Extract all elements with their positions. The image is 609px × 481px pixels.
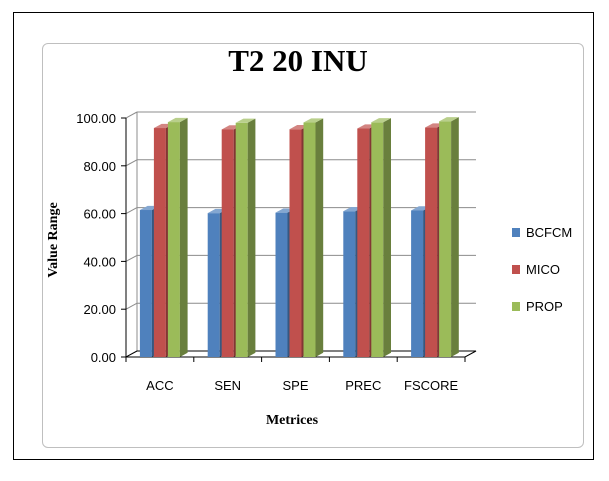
legend-swatch: [512, 228, 520, 237]
legend-swatch: [512, 302, 520, 311]
y-axis-label: Value Range: [46, 202, 61, 277]
bar-front: [411, 210, 424, 357]
bar-top: [303, 118, 324, 123]
bar-front: [357, 128, 370, 357]
bar-front: [343, 211, 356, 357]
bar: [439, 117, 459, 358]
chart-frame: [13, 12, 594, 460]
legend: BCFCM MICO PROP: [512, 225, 572, 314]
bar-top: [371, 118, 391, 123]
bar-side: [383, 118, 391, 358]
bar-top: [439, 117, 459, 122]
bar-front: [275, 212, 288, 357]
bar-side: [451, 117, 459, 358]
bar-front: [207, 213, 220, 357]
bar-side: [315, 118, 324, 357]
y-tick-label: 80.00: [83, 159, 116, 174]
chart-title: T2 20 INU: [228, 43, 368, 78]
legend-swatch: [512, 265, 520, 274]
gridline-diagonal: [125, 254, 138, 262]
gridline-diagonal: [125, 302, 138, 310]
bar-top: [167, 117, 188, 123]
bar-front: [425, 127, 438, 357]
bar-top: [235, 118, 256, 123]
x-tick-label: SPE: [282, 378, 308, 393]
y-tick-label: 60.00: [83, 207, 116, 222]
bar: [371, 118, 391, 358]
bar-front: [235, 122, 248, 357]
gridline-diagonal: [125, 111, 138, 119]
x-axis-label: Metrices: [266, 413, 319, 428]
bar-front: [153, 128, 166, 357]
bar-side: [179, 117, 188, 357]
bar-front: [439, 121, 452, 357]
plot-area: 0.00 20.00 40.00 60.00 80.00 100.00 ACC SEN SPE P…: [76, 111, 477, 393]
bar-front: [167, 122, 180, 357]
x-tick-label: SEN: [214, 378, 241, 393]
bar: [235, 118, 256, 357]
bar-front: [139, 210, 152, 357]
bar-front: [221, 129, 234, 357]
bar-front: [303, 122, 316, 357]
gridline-diagonal: [125, 159, 138, 167]
y-tick-label: 0.00: [91, 350, 116, 365]
legend-label: MICO: [526, 262, 560, 277]
y-tick-label: 40.00: [83, 254, 116, 269]
bar: [303, 118, 324, 357]
legend-label: BCFCM: [526, 225, 572, 240]
gridline-diagonal: [125, 207, 138, 215]
x-tick-label: FSCORE: [404, 378, 459, 393]
bar-side: [247, 118, 256, 357]
bar-front: [371, 122, 384, 357]
y-tick-label: 100.00: [76, 111, 116, 126]
x-tick-label: ACC: [146, 378, 173, 393]
y-tick-label: 20.00: [83, 302, 116, 317]
bar: [167, 117, 188, 357]
x-tick-label: PREC: [345, 378, 381, 393]
legend-label: PROP: [526, 299, 563, 314]
bar-front: [289, 129, 302, 357]
